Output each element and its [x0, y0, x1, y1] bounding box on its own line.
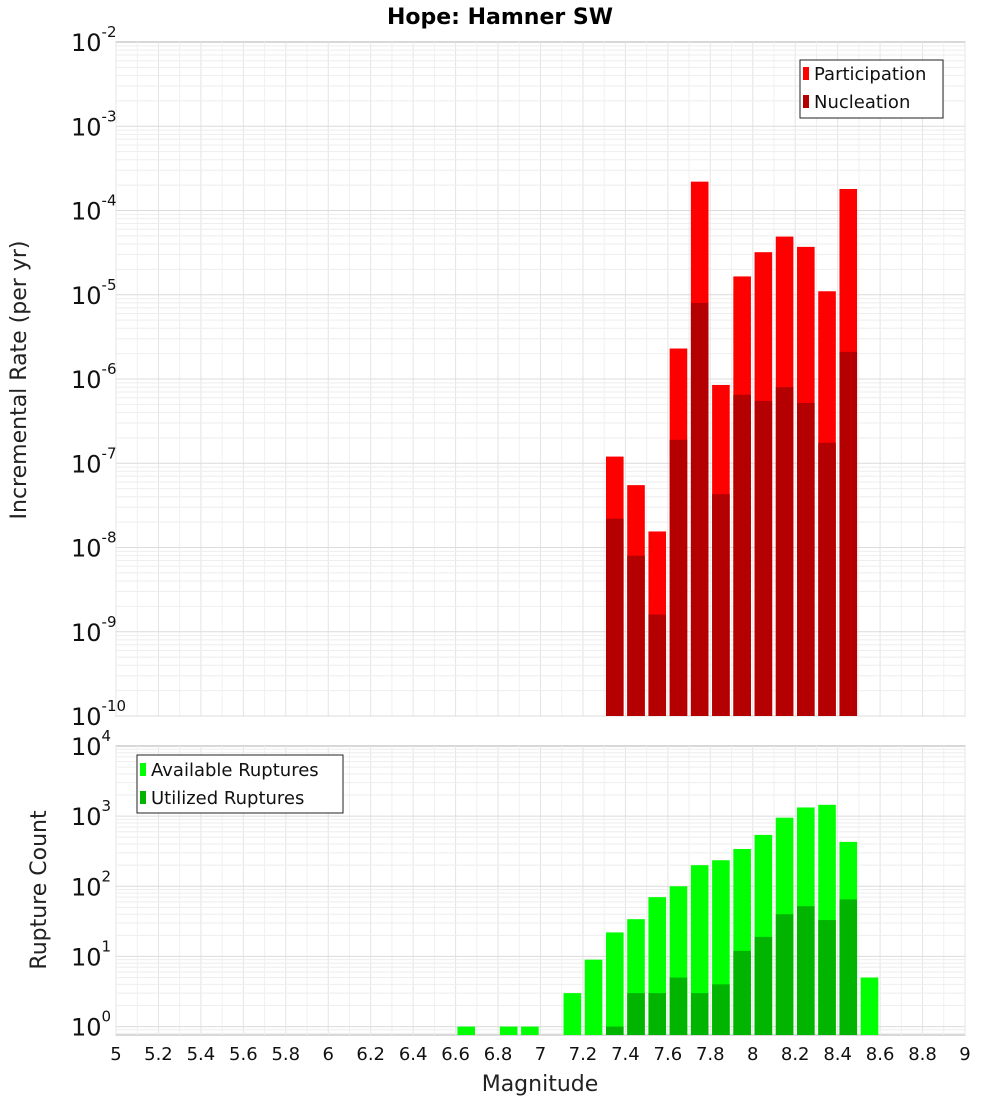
legend-participation-label: Participation [814, 64, 926, 85]
rate-bar-nucleation [627, 555, 645, 716]
x-tick-label: 5 [110, 1044, 121, 1065]
utilized-swatch [140, 791, 146, 804]
count-bar-utilized-ruptures [775, 914, 794, 1035]
x-tick-label: 5.2 [144, 1044, 173, 1065]
x-tick-label: 7.4 [611, 1044, 640, 1065]
x-axis-label: Magnitude [482, 1072, 599, 1097]
x-tick-label: 8.8 [908, 1044, 937, 1065]
x-tick-label: 7.2 [569, 1044, 598, 1065]
count-bar-utilized-ruptures [627, 993, 645, 1035]
count-panel: 104 103 102 101 100 5 5.2 5.4 5.6 5.8 6 6.2 6.4 6.6 6… [27, 727, 971, 1097]
available-swatch [140, 763, 146, 776]
count-y-tick-label: 101 [71, 937, 111, 971]
rate-bar-nucleation [818, 442, 836, 716]
count-legend-box [136, 754, 344, 814]
count-y-tick-label: 103 [71, 797, 111, 831]
count-bar-available-ruptures [860, 977, 879, 1035]
legend-utilized-label: Utilized Ruptures [151, 788, 304, 809]
rate-y-ticks: 10-2 10-3 10-4 10-5 10-6 10-7 10-8 10-9 10-10 [71, 23, 126, 731]
x-tick-label: 6 [323, 1044, 334, 1065]
count-bar-utilized-ruptures [712, 984, 730, 1035]
participation-swatch [803, 67, 809, 80]
x-tick-label: 8 [747, 1044, 758, 1065]
x-tick-label: 9 [959, 1044, 970, 1065]
count-bar-utilized-ruptures [605, 1026, 624, 1035]
count-bar-available-ruptures [563, 993, 582, 1035]
x-tick-label: 8.6 [866, 1044, 895, 1065]
x-tick-label: 5.6 [229, 1044, 258, 1065]
count-bar-utilized-ruptures [690, 993, 709, 1035]
count-bars [457, 804, 879, 1035]
count-bar-utilized-ruptures [797, 906, 815, 1035]
rate-bar-nucleation [754, 400, 773, 716]
count-y-tick-label: 104 [71, 727, 111, 761]
rate-y-tick-label: 10-8 [71, 529, 117, 563]
chart-title: Hope: Hamner SW [387, 5, 613, 30]
rate-y-tick-label: 10-10 [71, 697, 126, 731]
rate-y-tick-label: 10-3 [71, 107, 117, 141]
count-legend: Available Ruptures Utilized Ruptures [136, 754, 344, 814]
count-bar-available-ruptures [499, 1026, 518, 1035]
legend-nucleation-label: Nucleation [814, 92, 910, 113]
x-tick-label: 6.6 [441, 1044, 470, 1065]
legend-available-label: Available Ruptures [151, 760, 319, 781]
rate-bar-nucleation [839, 351, 858, 716]
count-bar-available-ruptures [690, 865, 709, 1035]
rate-y-axis-label: Incremental Rate (per yr) [7, 241, 32, 520]
x-tick-label: 7.8 [696, 1044, 725, 1065]
x-ticks: 5 5.2 5.4 5.6 5.8 6 6.2 6.4 6.6 6.8 7 7.2 7.4 7.6 7.8 8… [110, 1044, 970, 1065]
rate-y-tick-label: 10-6 [71, 360, 117, 394]
rate-bar-nucleation [712, 494, 730, 716]
x-tick-label: 6.4 [399, 1044, 428, 1065]
count-bar-utilized-ruptures [648, 993, 667, 1035]
x-tick-label: 6.2 [356, 1044, 385, 1065]
rate-bar-nucleation [775, 387, 794, 716]
x-tick-label: 5.8 [271, 1044, 300, 1065]
count-y-tick-label: 102 [71, 867, 111, 901]
rate-legend: Participation Nucleation [799, 59, 944, 119]
rate-bar-nucleation [605, 518, 624, 716]
x-tick-label: 7.6 [654, 1044, 683, 1065]
rate-bar-nucleation [690, 302, 709, 716]
rate-panel: 10-2 10-3 10-4 10-5 10-6 10-7 10-8 10-9 10-10 In… [7, 23, 966, 731]
rate-grid [115, 42, 966, 717]
x-tick-label: 8.2 [781, 1044, 810, 1065]
count-y-axis-label: Rupture Count [27, 810, 52, 970]
rate-y-tick-label: 10-2 [71, 23, 117, 57]
rate-y-tick-label: 10-5 [71, 276, 117, 310]
count-bar-utilized-ruptures [733, 950, 751, 1035]
rate-legend-box [799, 59, 944, 119]
rate-y-tick-label: 10-4 [71, 192, 117, 226]
rate-bar-nucleation [648, 614, 667, 716]
count-bar-available-ruptures [584, 959, 603, 1035]
rate-bars [605, 181, 858, 717]
rate-y-tick-label: 10-9 [71, 613, 117, 647]
rate-bar-nucleation [797, 402, 815, 716]
nucleation-swatch [803, 95, 809, 108]
count-y-ticks: 104 103 102 101 100 [71, 727, 111, 1042]
rate-bar-nucleation [733, 394, 751, 716]
count-bar-utilized-ruptures [669, 977, 688, 1035]
count-bar-available-ruptures [605, 932, 624, 1035]
count-bar-utilized-ruptures [754, 936, 773, 1035]
count-y-tick-label: 100 [71, 1008, 111, 1042]
x-tick-label: 6.8 [484, 1044, 513, 1065]
rate-bar-nucleation [669, 439, 688, 716]
count-bar-available-ruptures [457, 1026, 476, 1035]
x-tick-label: 8.4 [823, 1044, 852, 1065]
x-tick-label: 5.4 [187, 1044, 216, 1065]
count-bar-utilized-ruptures [839, 899, 858, 1035]
x-tick-label: 7 [535, 1044, 546, 1065]
count-bar-utilized-ruptures [818, 920, 836, 1035]
rate-y-tick-label: 10-7 [71, 444, 117, 478]
count-bar-available-ruptures [521, 1026, 539, 1035]
